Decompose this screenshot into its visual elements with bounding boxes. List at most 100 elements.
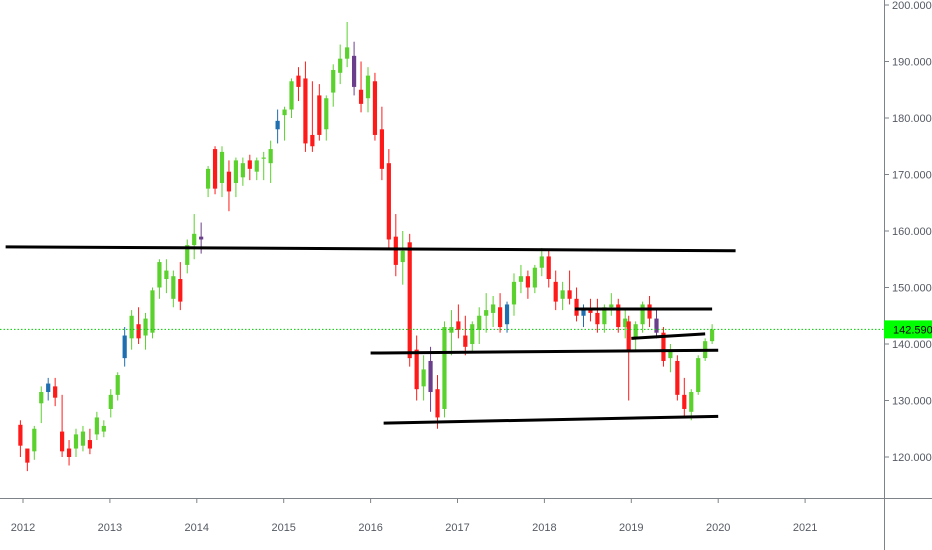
price-tag-box	[884, 320, 932, 339]
candle	[282, 106, 287, 141]
candle-body	[94, 417, 99, 435]
candle-body	[60, 431, 65, 452]
candle	[407, 233, 412, 367]
candle	[296, 67, 301, 102]
candle	[484, 293, 489, 333]
candle	[53, 377, 58, 407]
x-tick-label: 2017	[445, 522, 469, 534]
candle	[449, 310, 454, 356]
candle-body	[185, 245, 190, 265]
candle-body	[546, 256, 551, 280]
candle	[560, 281, 565, 311]
candle-body	[560, 290, 565, 299]
candle-body	[414, 349, 419, 390]
candle-body	[491, 304, 496, 313]
candle	[261, 151, 266, 181]
price-axis[interactable]: 120.000 130.000 140.000 150.000 160.000 170.0…	[884, 0, 932, 464]
candle-body	[136, 324, 141, 339]
candle-body	[164, 270, 169, 280]
candle-series	[18, 21, 715, 472]
candle	[477, 307, 482, 344]
candle-body	[675, 360, 680, 395]
candle-body	[379, 129, 384, 169]
candle	[675, 355, 680, 401]
support-lines	[5, 245, 736, 425]
candle	[87, 428, 93, 455]
candle-body	[497, 307, 503, 328]
candle-body	[157, 262, 162, 288]
support-line[interactable]	[370, 348, 719, 355]
candle-body	[233, 160, 239, 183]
candle-body	[212, 149, 218, 189]
candle-body	[477, 315, 482, 330]
candle	[616, 298, 621, 333]
candle	[122, 327, 127, 367]
candle-body	[101, 425, 106, 432]
candle	[275, 109, 280, 144]
candle	[609, 293, 614, 316]
candle-body	[66, 448, 72, 457]
time-axis[interactable]: 2012 2013 2014 2015 2016 2017 2018 2019 2020 2021	[11, 498, 818, 534]
candle-body	[39, 392, 44, 404]
candle	[710, 324, 715, 344]
candle-body	[199, 236, 204, 240]
candle-body	[275, 120, 280, 130]
candle	[414, 335, 419, 401]
candle	[518, 264, 524, 294]
candle-body	[317, 95, 322, 135]
candle	[491, 295, 496, 328]
candle-body	[108, 394, 113, 409]
candle-body	[654, 318, 659, 333]
candle	[94, 411, 99, 441]
candle	[470, 321, 475, 353]
candle	[73, 428, 79, 457]
candle-body	[324, 98, 329, 130]
candle	[497, 293, 503, 333]
support-line[interactable]	[5, 245, 736, 253]
candle-body	[18, 424, 23, 446]
candle	[358, 61, 364, 113]
candle	[682, 377, 687, 418]
candle-body	[80, 431, 86, 446]
candle	[247, 154, 252, 181]
y-tick-label: 180.000	[892, 113, 932, 125]
candle	[626, 315, 631, 401]
x-tick-label: 2012	[11, 522, 35, 534]
candle-body	[640, 304, 645, 325]
candle	[25, 448, 30, 472]
candle	[623, 310, 628, 339]
candle	[668, 344, 673, 373]
candle-body	[463, 335, 468, 347]
candle	[115, 372, 120, 401]
candle-body	[581, 310, 586, 316]
candle-body	[240, 163, 245, 178]
candle	[66, 440, 72, 466]
candle	[178, 262, 183, 311]
support-line[interactable]	[631, 332, 706, 340]
support-line[interactable]	[383, 414, 719, 425]
candle	[171, 270, 176, 308]
candle	[338, 44, 343, 85]
candle	[129, 310, 134, 350]
candle-body	[595, 312, 600, 325]
candle-body	[129, 315, 134, 339]
candle-body	[511, 281, 517, 305]
candle	[511, 273, 517, 316]
candle-body	[400, 250, 405, 263]
candle	[164, 259, 169, 294]
candle-body	[351, 55, 357, 87]
candle	[553, 270, 558, 311]
candle-body	[668, 349, 673, 359]
candle	[386, 149, 391, 248]
candle-body	[296, 75, 301, 87]
candle-body	[484, 310, 489, 316]
candle	[143, 312, 148, 350]
candle	[661, 327, 666, 367]
candle	[428, 346, 433, 412]
candle	[136, 307, 141, 344]
candle-body	[407, 242, 412, 359]
x-tick-label: 2014	[185, 522, 209, 534]
candle-body	[602, 307, 607, 325]
candle-body	[254, 160, 259, 172]
